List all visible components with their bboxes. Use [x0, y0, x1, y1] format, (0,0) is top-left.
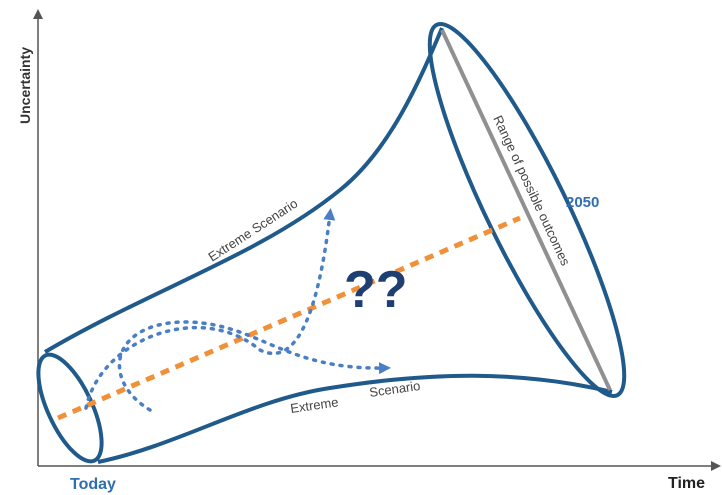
trend-line: [57, 215, 521, 421]
today-ellipse: [36, 352, 104, 464]
y-axis-label: Uncertainty: [17, 47, 33, 124]
cone-upper-edge: [43, 27, 444, 354]
range-line: [440, 29, 612, 391]
x-axis-label: Time: [668, 475, 705, 492]
lower-scenario-label-1: Extreme: [289, 394, 339, 416]
dotted-path-down: [117, 320, 391, 412]
upper-scenario-label: Extreme Scenario: [205, 196, 300, 265]
today-label: Today: [70, 476, 116, 493]
dotted-path-up: [84, 208, 336, 410]
cone-lower-edge: [97, 373, 613, 464]
future-ellipse: [427, 22, 627, 398]
lower-scenario-label-2: Scenario: [368, 378, 421, 400]
question-glyphs: ??: [344, 261, 408, 319]
year-2050-label: 2050: [566, 194, 599, 211]
